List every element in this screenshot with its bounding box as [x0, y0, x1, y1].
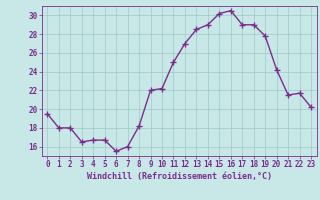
- X-axis label: Windchill (Refroidissement éolien,°C): Windchill (Refroidissement éolien,°C): [87, 172, 272, 181]
